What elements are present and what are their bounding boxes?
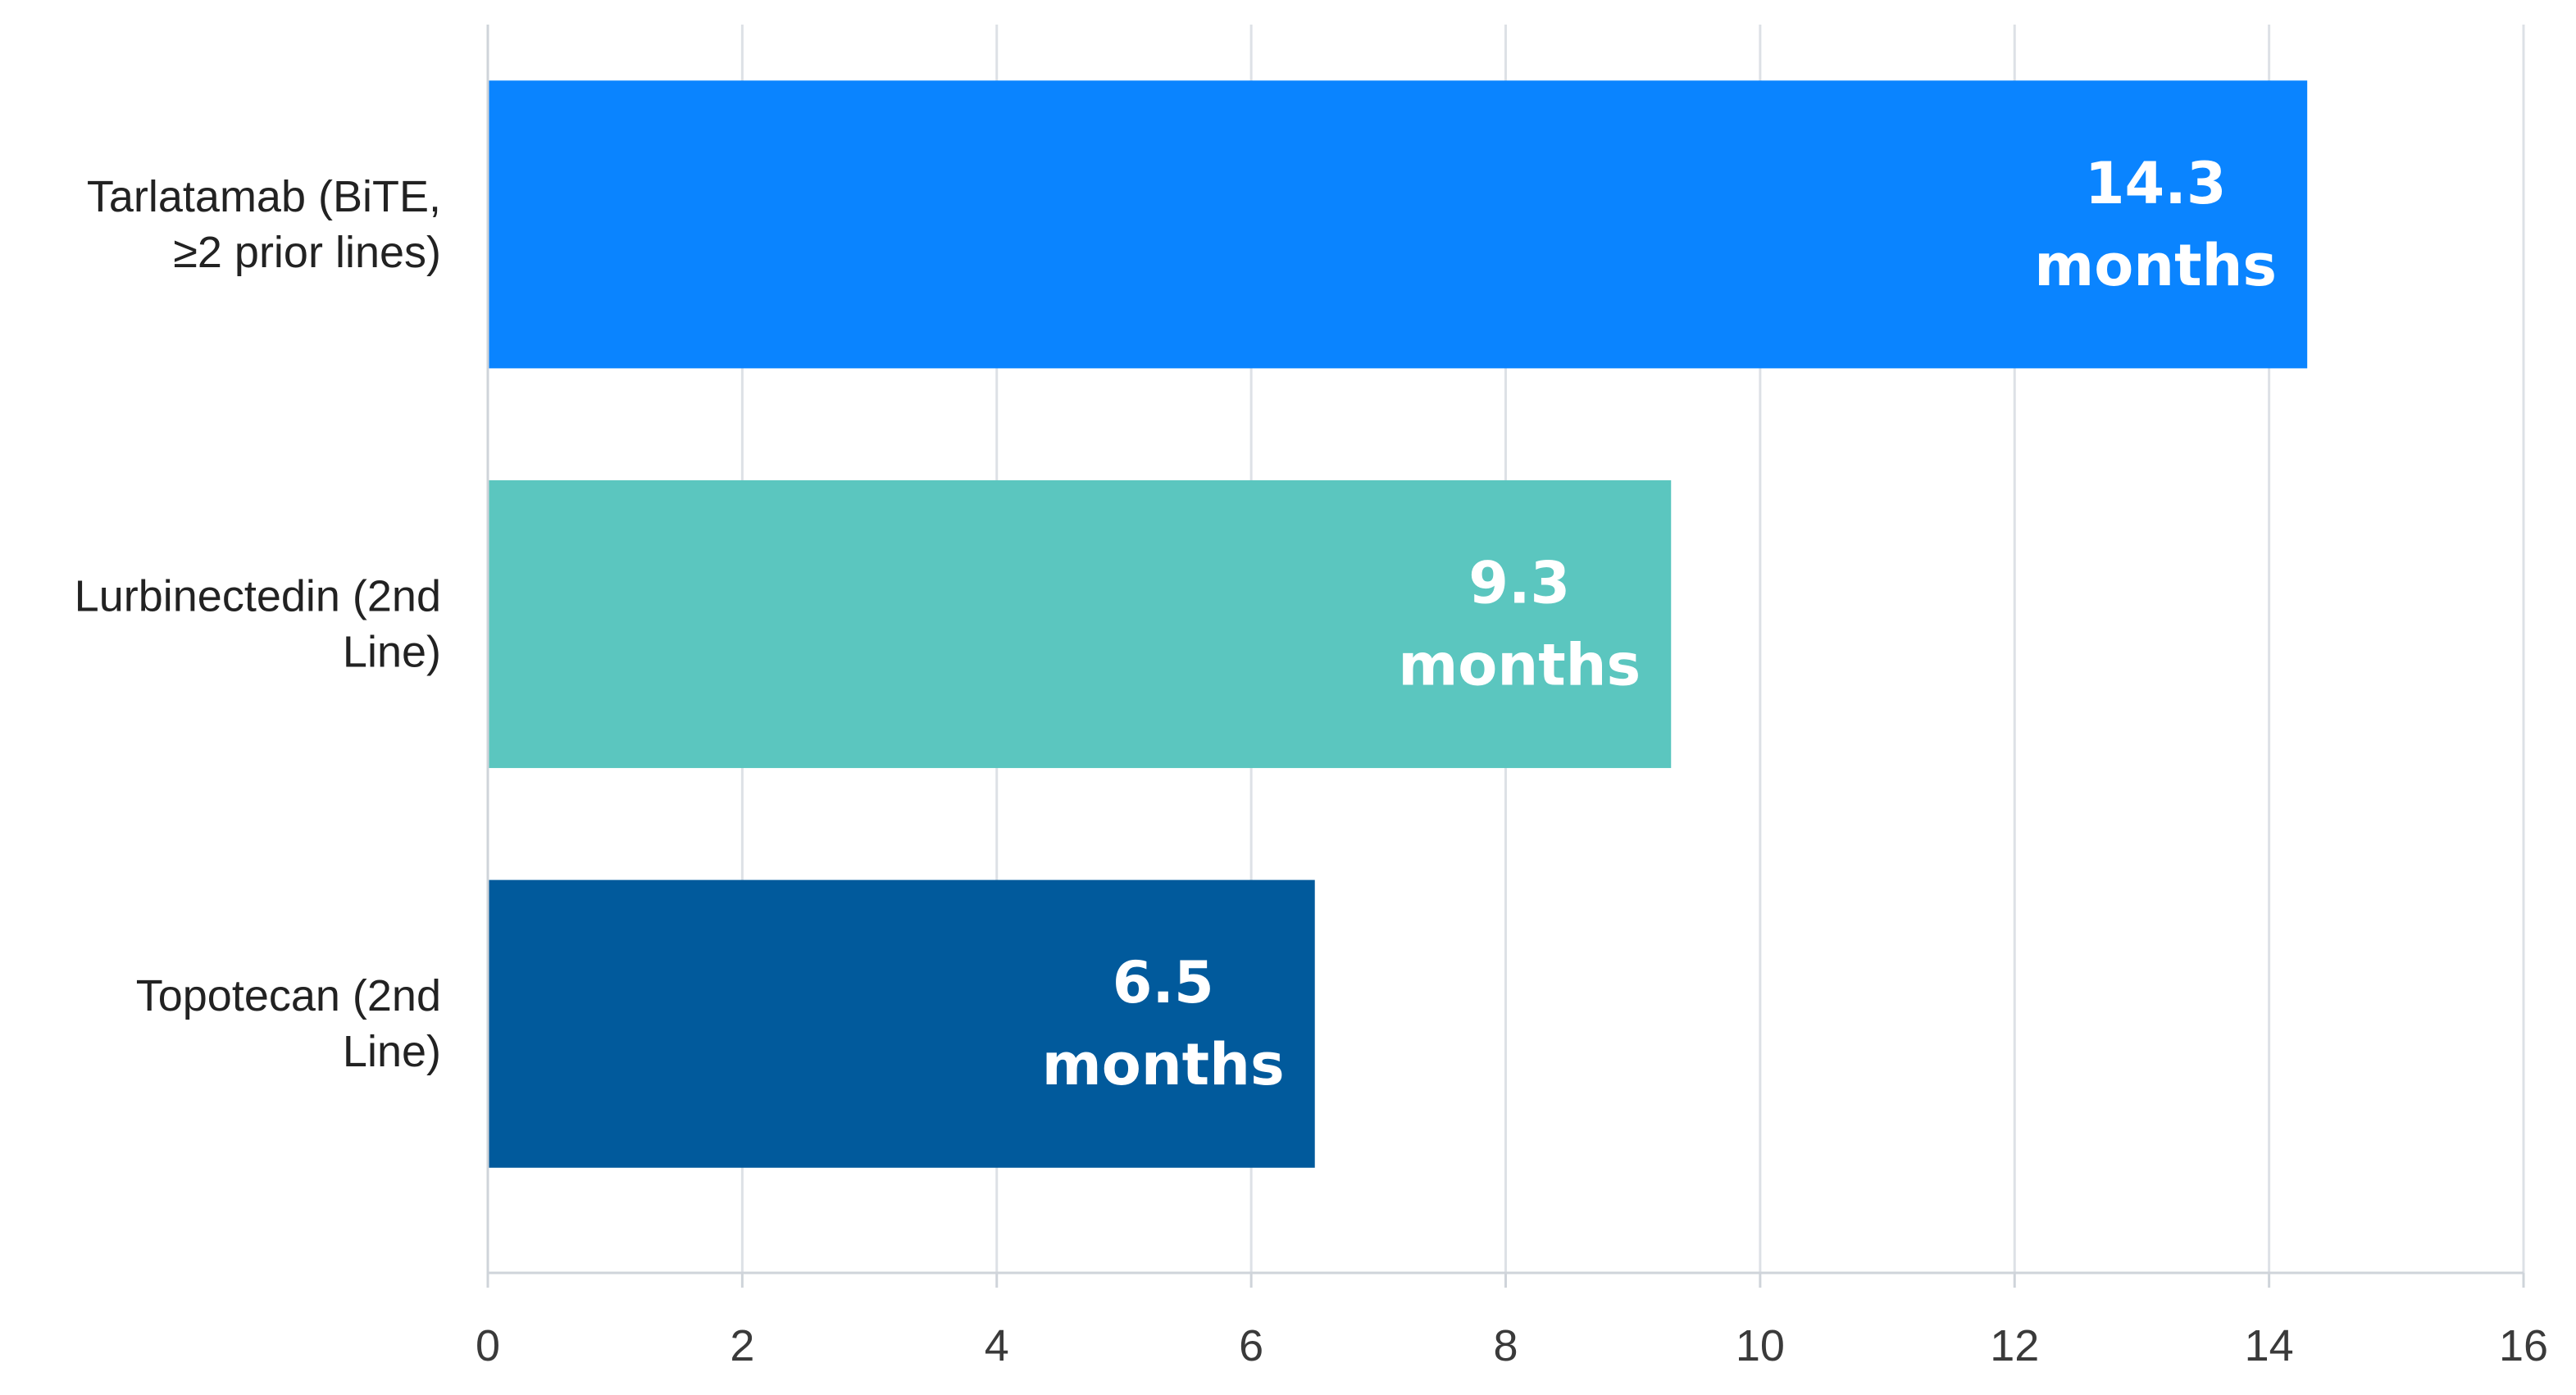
x-tick-label-16: 16 bbox=[2499, 1321, 2548, 1370]
bar-2 bbox=[488, 479, 1672, 769]
bar-data-label-3-line-2: months bbox=[1042, 1031, 1285, 1098]
x-tick-label-10: 10 bbox=[1736, 1321, 1785, 1370]
bar-data-label-2-line-1: 9.3 bbox=[1468, 550, 1570, 617]
x-tick-label-12: 12 bbox=[1990, 1321, 2039, 1370]
bar-3 bbox=[488, 879, 1315, 1168]
x-tick-label-0: 0 bbox=[476, 1321, 500, 1370]
bar-data-label-2-line-2: months bbox=[1398, 632, 1641, 699]
category-label-2-line-1: Lurbinectedin (2nd bbox=[75, 572, 441, 621]
x-tick-label-2: 2 bbox=[730, 1321, 754, 1370]
bar-data-label-1-line-2: months bbox=[2034, 232, 2277, 299]
x-tick-label-14: 14 bbox=[2245, 1321, 2294, 1370]
bar-1 bbox=[488, 80, 2308, 369]
bars bbox=[488, 80, 2308, 1168]
axes: 0 2 4 6 8 10 12 14 16 bbox=[476, 25, 2548, 1370]
x-tick-label-6: 6 bbox=[1239, 1321, 1263, 1370]
category-label-1-line-2: ≥2 prior lines) bbox=[173, 228, 441, 277]
labels: 14.3 months Tarlatamab (BiTE, ≥2 prior line… bbox=[75, 150, 2277, 1098]
category-label-1-line-1: Tarlatamab (BiTE, bbox=[87, 172, 441, 221]
category-label-2-line-2: Line) bbox=[343, 628, 441, 677]
x-tick-label-4: 4 bbox=[985, 1321, 1009, 1370]
category-label-3-line-2: Line) bbox=[343, 1027, 441, 1076]
bar-data-label-3-line-1: 6.5 bbox=[1113, 949, 1214, 1016]
category-label-3-line-1: Topotecan (2nd bbox=[136, 971, 441, 1020]
x-tick-label-8: 8 bbox=[1493, 1321, 1518, 1370]
bar-data-label-1-line-1: 14.3 bbox=[2085, 150, 2227, 217]
